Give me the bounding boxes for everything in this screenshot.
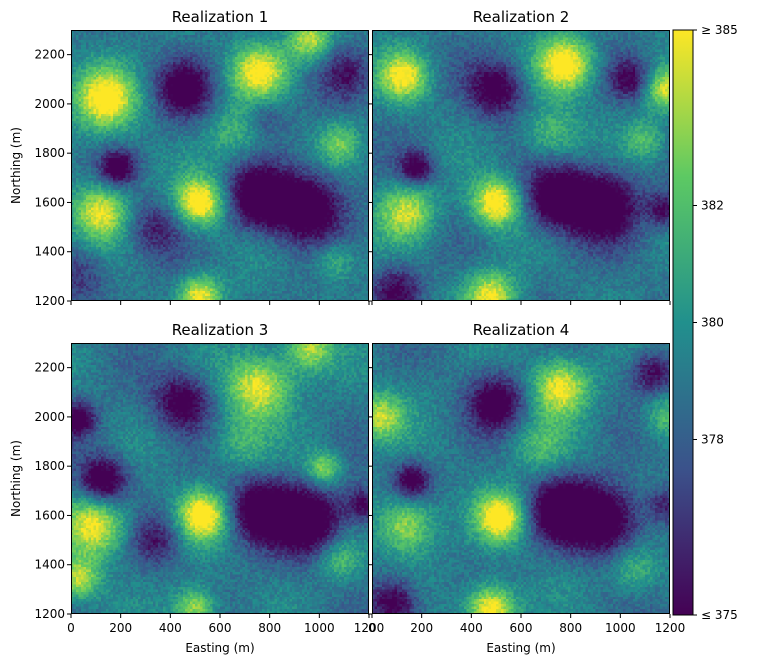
- axes-frame: [71, 343, 369, 614]
- x-tick-label: 1200: [354, 621, 385, 635]
- x-tick-label: 800: [559, 621, 582, 635]
- panel-1: Realization 1 1200 1400 1600 1800 2000 2200 Nor…: [9, 8, 370, 308]
- y-tick-label: 2000: [34, 410, 65, 424]
- panel-title: Realization 3: [172, 321, 269, 339]
- x-tick-label: 200: [109, 621, 132, 635]
- heatmap-image: [372, 30, 670, 301]
- panel-title: Realization 2: [473, 8, 570, 26]
- x-tick-label: 400: [159, 621, 182, 635]
- x-tick-label: 1000: [304, 621, 335, 635]
- colorbar-tick-label: ≤ 375: [701, 608, 738, 622]
- y-axis-label: Northing (m): [9, 440, 23, 517]
- panel-4: Realization 4 0 200 400 600 800 1000 1200 Eastin…: [368, 321, 685, 655]
- colorbar-tick-label: ≥ 385: [701, 23, 738, 37]
- y-tick-label: 1400: [34, 558, 65, 572]
- colorbar-tick-label: 378: [701, 433, 724, 447]
- y-tick-label: 1600: [34, 195, 65, 209]
- y-tick-label: 1200: [34, 607, 65, 621]
- colorbar: ≤ 375 378 380 382 ≥ 385: [672, 23, 738, 622]
- y-axis-label: Northing (m): [9, 127, 23, 204]
- colorbar-tick-label: 382: [701, 199, 724, 213]
- x-tick-label: 1000: [605, 621, 636, 635]
- heatmap-image: [372, 343, 670, 614]
- y-tick-label: 1200: [34, 294, 65, 308]
- x-tick-label: 400: [460, 621, 483, 635]
- x-axis-label: Easting (m): [486, 641, 555, 655]
- heatmap-image: [71, 343, 369, 614]
- x-tick-label: 1200: [655, 621, 686, 635]
- axes-frame: [372, 30, 670, 301]
- x-tick-label: 200: [410, 621, 433, 635]
- y-tick-label: 1800: [34, 146, 65, 160]
- x-tick-label: 600: [209, 621, 232, 635]
- x-tick-label: 0: [368, 621, 376, 635]
- y-tick-label: 2200: [34, 361, 65, 375]
- axes-frame: [71, 30, 369, 301]
- panel-2: Realization 2: [368, 8, 671, 305]
- y-tick-label: 2200: [34, 48, 65, 62]
- y-tick-label: 2000: [34, 97, 65, 111]
- x-tick-label: 600: [510, 621, 533, 635]
- heatmap-image: [71, 30, 369, 301]
- x-tick-label: 800: [258, 621, 281, 635]
- panel-3: Realization 3 0 200 400 600 800 1000 1200 1200 14…: [9, 321, 384, 655]
- panel-title: Realization 4: [473, 321, 570, 339]
- axes-frame: [372, 343, 670, 614]
- panel-title: Realization 1: [172, 8, 269, 26]
- y-tick-label: 1800: [34, 459, 65, 473]
- y-tick-label: 1400: [34, 245, 65, 259]
- colorbar-tick-label: 380: [701, 316, 724, 330]
- y-tick-label: 1600: [34, 508, 65, 522]
- x-tick-label: 0: [67, 621, 75, 635]
- x-axis-label: Easting (m): [185, 641, 254, 655]
- colorbar-gradient: [672, 29, 694, 616]
